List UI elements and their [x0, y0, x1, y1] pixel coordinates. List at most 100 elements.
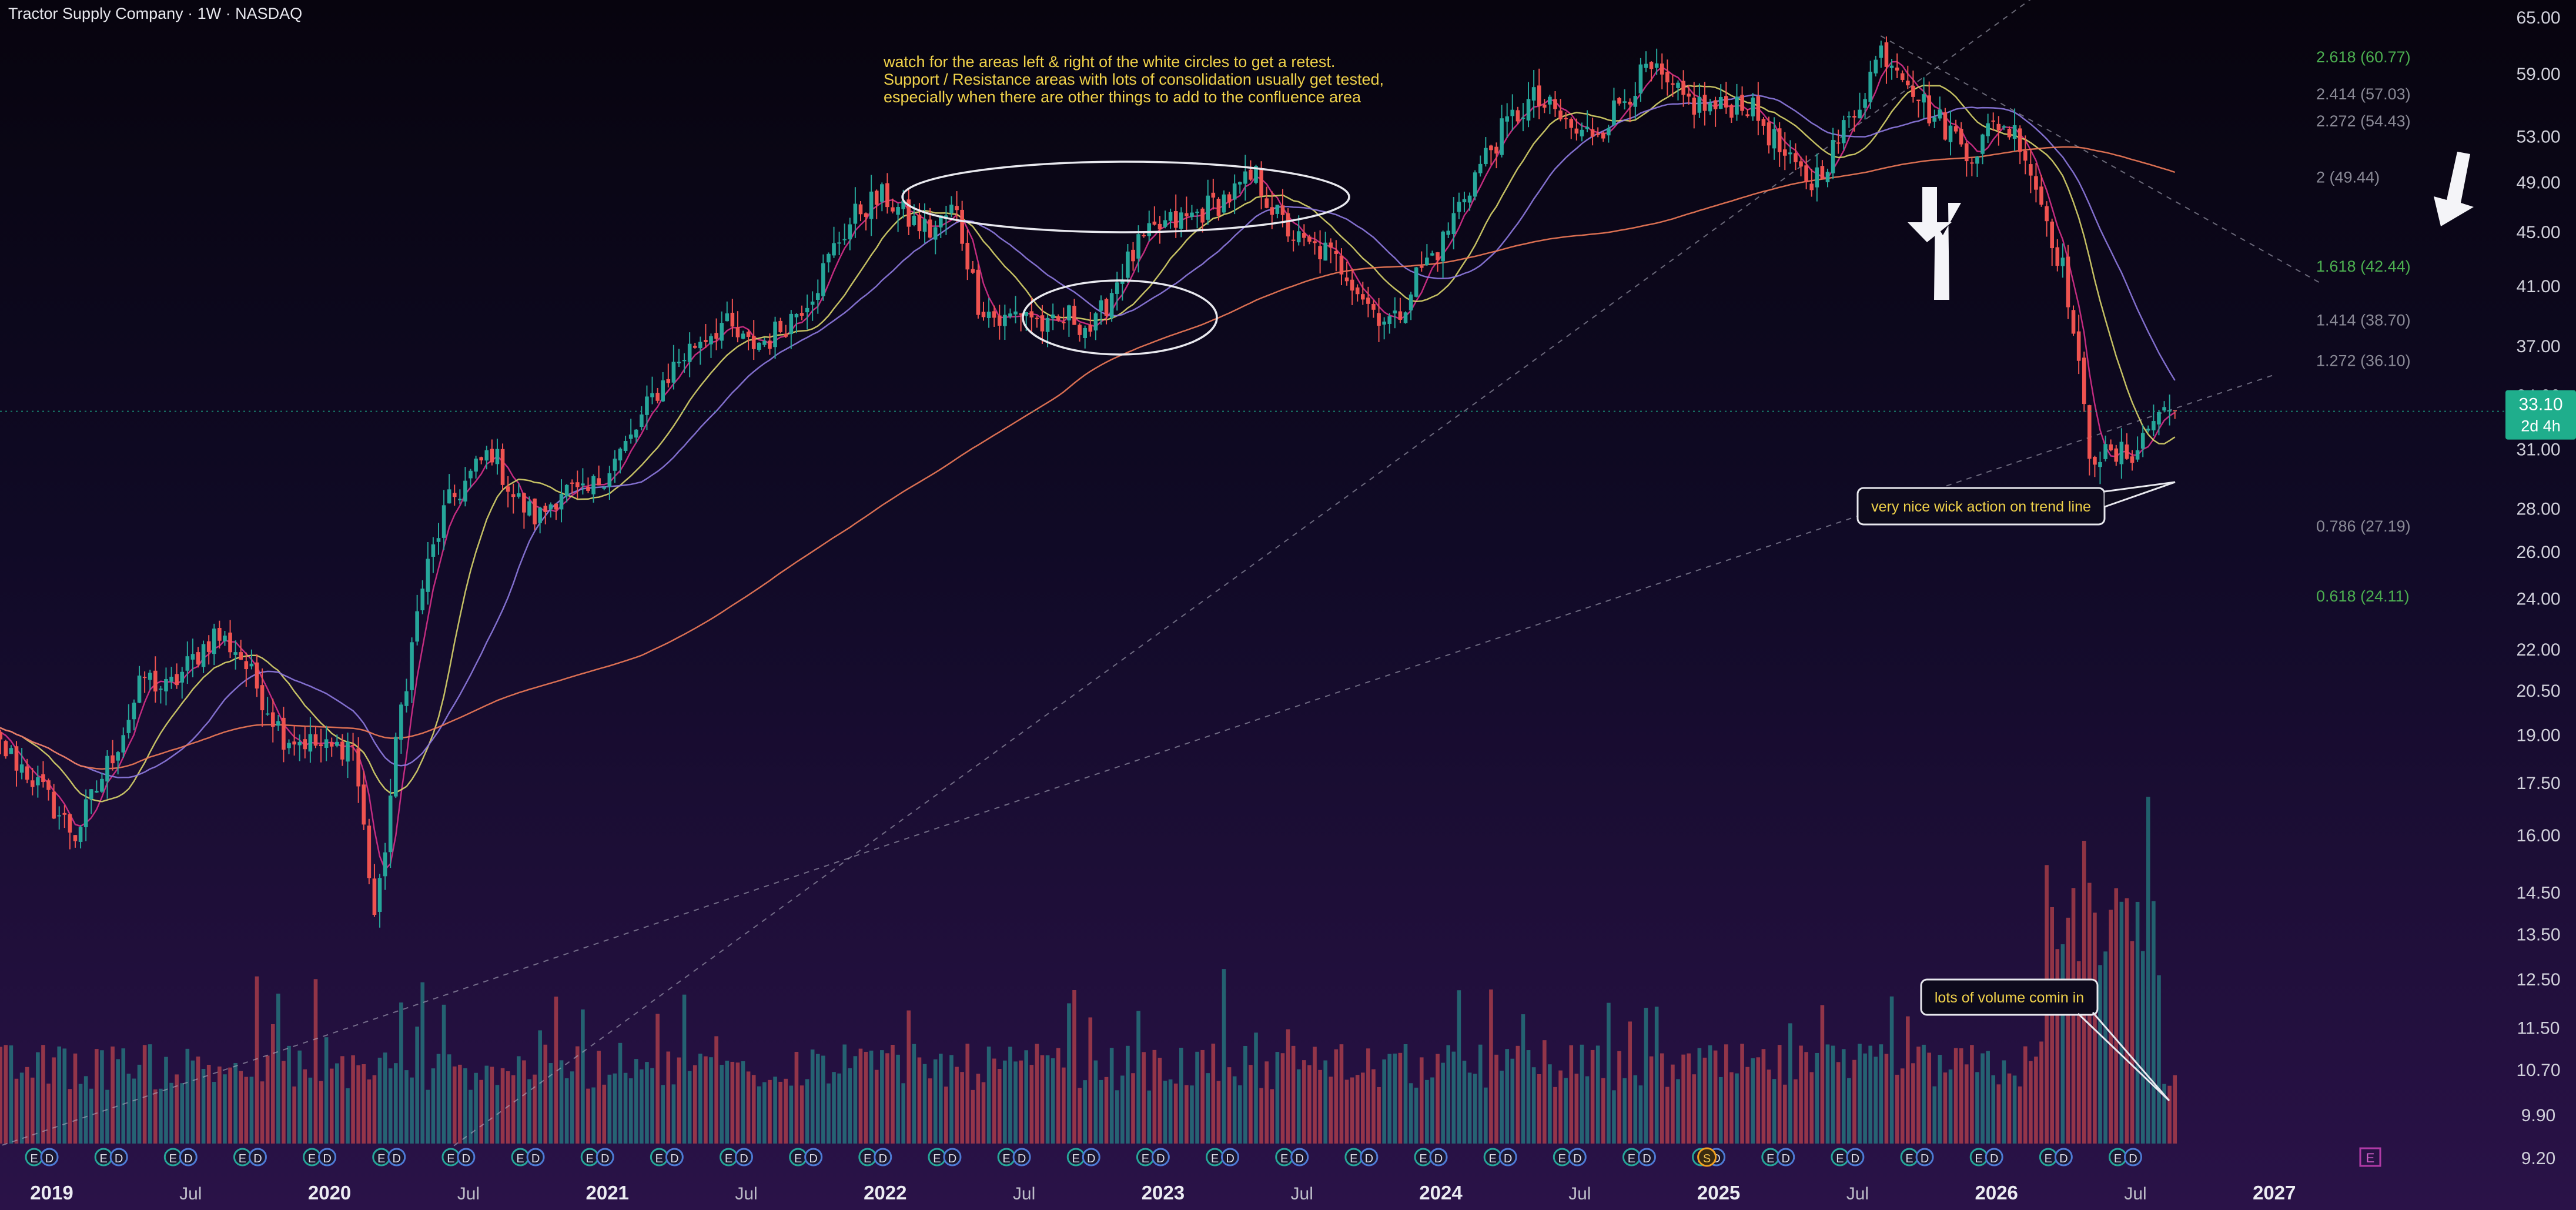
earnings-marker-label: E — [1280, 1152, 1288, 1165]
volume-bar — [827, 1083, 831, 1144]
candle-body — [137, 676, 142, 703]
candle-body — [1329, 242, 1333, 248]
volume-bar — [506, 1071, 510, 1144]
candle-body — [645, 396, 649, 415]
candle-body — [917, 215, 922, 232]
candle-body — [1548, 96, 1552, 105]
split-marker-label: S — [1703, 1152, 1711, 1165]
candle-body — [2093, 456, 2097, 465]
candle-body — [687, 343, 692, 362]
candle-body — [1067, 305, 1071, 320]
volume-bar — [1126, 1045, 1130, 1144]
volume-bar — [1083, 1080, 1087, 1144]
volume-bar — [1377, 1087, 1381, 1144]
candle-body — [1436, 252, 1440, 260]
candle-body — [100, 778, 104, 792]
volume-bar — [1173, 1083, 1178, 1144]
candle-body — [212, 629, 216, 654]
candle-body — [372, 878, 377, 915]
volume-bar — [1190, 1085, 1194, 1144]
candle-body — [223, 636, 227, 641]
volume-bar — [1045, 1055, 1050, 1144]
candle-body — [1964, 143, 1969, 162]
candle-body — [965, 242, 970, 270]
candle-body — [159, 688, 163, 690]
candle-body — [815, 293, 820, 300]
volume-bar — [415, 1027, 419, 1144]
volume-bar — [1163, 1081, 1167, 1144]
candle-body — [778, 320, 782, 332]
dividend-marker-label: D — [1782, 1152, 1790, 1165]
candle-body — [1697, 96, 1702, 113]
candle-body — [1543, 104, 1547, 108]
volume-bar — [778, 1081, 782, 1144]
candle-body — [1820, 166, 1825, 179]
candle-body — [832, 243, 836, 256]
candle-body — [121, 735, 126, 753]
volume-bar — [896, 1054, 900, 1144]
earnings-marker-label: E — [239, 1152, 246, 1165]
candle-body — [142, 677, 147, 678]
white-circle-bottom — [1022, 279, 1218, 356]
volume-bar — [2109, 910, 2113, 1144]
candle-body — [1457, 202, 1461, 212]
candle-body — [2125, 444, 2129, 459]
price-tick-label: 49.00 — [2516, 173, 2560, 192]
volume-bar — [981, 1082, 986, 1144]
candle-body — [1574, 128, 1579, 134]
volume-bar — [2098, 965, 2102, 1144]
volume-bar — [111, 1046, 115, 1144]
arrow-up-icon — [1922, 203, 1961, 300]
candle-body — [655, 393, 660, 401]
volume-bar — [431, 1068, 436, 1144]
volume-bar — [2157, 975, 2161, 1144]
dividend-marker-label: D — [323, 1152, 331, 1165]
candle-body — [607, 473, 612, 487]
volume-bar — [543, 1044, 548, 1144]
price-tick-label: 22.00 — [2516, 640, 2560, 660]
dividend-marker-label: D — [1504, 1152, 1512, 1165]
volume-bar — [1093, 1060, 1098, 1144]
fib-level-label: 0.618 (24.11) — [2316, 587, 2410, 605]
earnings-marker-label: E — [377, 1152, 385, 1165]
volume-bar — [2173, 1075, 2177, 1144]
volume-bar — [1200, 1049, 1205, 1144]
volume-bar — [1462, 1061, 1467, 1144]
volume-bar — [1323, 1060, 1327, 1144]
dividend-marker-label: D — [740, 1152, 748, 1165]
candle-body — [1852, 116, 1856, 118]
volume-bar — [1414, 1087, 1419, 1144]
candle-body — [335, 741, 339, 746]
candle-body — [1093, 313, 1098, 331]
annotations: watch for the areas left & right of the … — [883, 53, 2474, 1102]
dividend-marker — [665, 1148, 684, 1166]
volume-bar — [842, 1044, 847, 1144]
candle-body — [1008, 313, 1012, 317]
candle-body — [575, 482, 580, 487]
volume-bar — [1863, 1053, 1867, 1144]
volume-bar — [1889, 996, 1894, 1144]
candle-body — [1173, 211, 1178, 228]
volume-bar — [78, 1084, 83, 1144]
volume-bar — [1489, 989, 1493, 1144]
candle-body — [1676, 82, 1680, 88]
volume-bar — [447, 1054, 451, 1144]
volume-bar — [581, 1009, 585, 1144]
volume-bar — [1040, 1055, 1045, 1144]
candle-body — [2076, 331, 2081, 361]
candle-body — [1334, 250, 1339, 254]
volume-bar — [1307, 1065, 1312, 1144]
candle-body — [891, 207, 895, 212]
volume-bar — [2152, 901, 2156, 1144]
volume-bar — [1473, 1074, 1477, 1144]
candle-body — [1286, 213, 1290, 237]
candle-body — [452, 493, 457, 497]
volume-bar — [848, 1068, 852, 1144]
volume-bar — [399, 1002, 403, 1144]
volume-bar — [89, 1088, 93, 1144]
candle-body — [1115, 282, 1119, 294]
candle-body — [1687, 93, 1691, 97]
candle-body — [853, 203, 858, 224]
volume-bar — [1820, 1005, 1825, 1144]
